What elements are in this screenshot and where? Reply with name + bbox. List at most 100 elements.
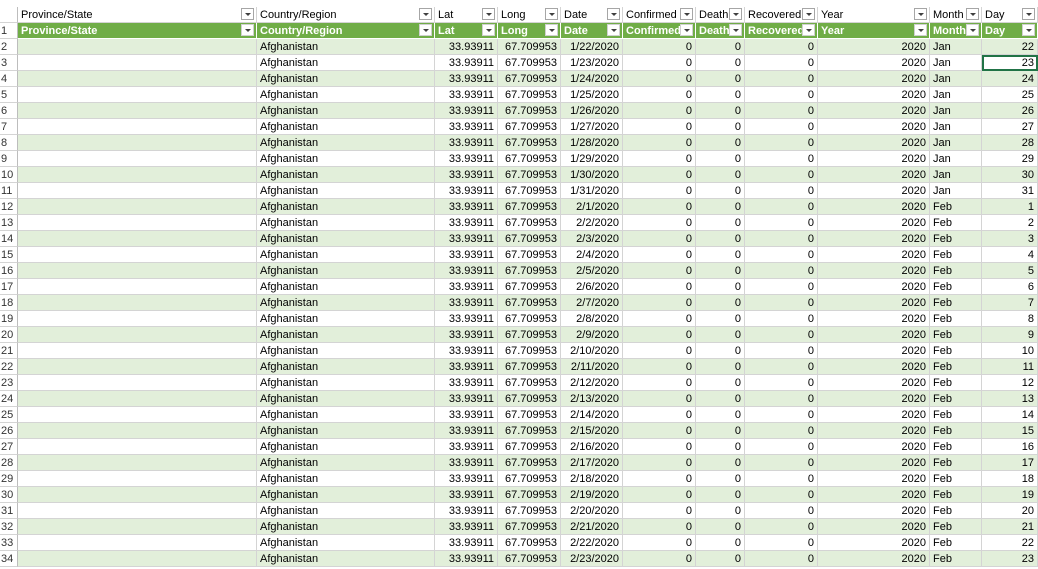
cell-recovered[interactable]: 0 — [745, 103, 818, 119]
filter-header-recovered[interactable]: Recovered — [745, 7, 818, 23]
cell-confirmed[interactable]: 0 — [623, 119, 696, 135]
cell-province[interactable] — [18, 439, 257, 455]
cell-day[interactable]: 6 — [982, 279, 1038, 295]
cell-month[interactable]: Feb — [930, 215, 982, 231]
cell-day[interactable]: 2 — [982, 215, 1038, 231]
cell-confirmed[interactable]: 0 — [623, 327, 696, 343]
cell-recovered[interactable]: 0 — [745, 487, 818, 503]
cell-recovered[interactable]: 0 — [745, 135, 818, 151]
row-number[interactable]: 18 — [0, 295, 18, 311]
cell-death[interactable]: 0 — [696, 151, 745, 167]
row-number[interactable]: 5 — [0, 87, 18, 103]
cell-day[interactable]: 26 — [982, 103, 1038, 119]
cell-date[interactable]: 1/28/2020 — [561, 135, 623, 151]
cell-lat[interactable]: 33.93911 — [435, 167, 498, 183]
row-number[interactable]: 30 — [0, 487, 18, 503]
cell-lat[interactable]: 33.93911 — [435, 295, 498, 311]
cell-month[interactable]: Feb — [930, 343, 982, 359]
cell-death[interactable]: 0 — [696, 119, 745, 135]
cell-month[interactable]: Feb — [930, 279, 982, 295]
cell-recovered[interactable]: 0 — [745, 151, 818, 167]
cell-year[interactable]: 2020 — [818, 407, 930, 423]
row-number[interactable]: 26 — [0, 423, 18, 439]
cell-province[interactable] — [18, 71, 257, 87]
cell-province[interactable] — [18, 279, 257, 295]
cell-long[interactable]: 67.709953 — [498, 119, 561, 135]
row-number[interactable]: 32 — [0, 519, 18, 535]
cell-confirmed[interactable]: 0 — [623, 311, 696, 327]
cell-year[interactable]: 2020 — [818, 487, 930, 503]
cell-province[interactable] — [18, 87, 257, 103]
cell-country[interactable]: Afghanistan — [257, 391, 435, 407]
cell-recovered[interactable]: 0 — [745, 359, 818, 375]
cell-death[interactable]: 0 — [696, 263, 745, 279]
cell-year[interactable]: 2020 — [818, 119, 930, 135]
cell-country[interactable]: Afghanistan — [257, 231, 435, 247]
cell-date[interactable]: 2/6/2020 — [561, 279, 623, 295]
cell-day[interactable]: 30 — [982, 167, 1038, 183]
cell-date[interactable]: 2/16/2020 — [561, 439, 623, 455]
cell-day[interactable]: 23 — [982, 55, 1038, 71]
cell-death[interactable]: 0 — [696, 167, 745, 183]
filter-dropdown-icon[interactable] — [607, 8, 620, 20]
cell-month[interactable]: Feb — [930, 535, 982, 551]
cell-country[interactable]: Afghanistan — [257, 279, 435, 295]
cell-date[interactable]: 2/15/2020 — [561, 423, 623, 439]
cell-lat[interactable]: 33.93911 — [435, 311, 498, 327]
cell-confirmed[interactable]: 0 — [623, 199, 696, 215]
cell-province[interactable] — [18, 215, 257, 231]
filter-dropdown-icon[interactable] — [802, 24, 815, 36]
filter-dropdown-icon[interactable] — [419, 8, 432, 20]
cell-confirmed[interactable]: 0 — [623, 535, 696, 551]
cell-province[interactable] — [18, 55, 257, 71]
cell-long[interactable]: 67.709953 — [498, 55, 561, 71]
row-number[interactable]: 25 — [0, 407, 18, 423]
cell-lat[interactable]: 33.93911 — [435, 135, 498, 151]
cell-province[interactable] — [18, 471, 257, 487]
cell-death[interactable]: 0 — [696, 487, 745, 503]
cell-death[interactable]: 0 — [696, 455, 745, 471]
filter-dropdown-icon[interactable] — [914, 8, 927, 20]
row-number[interactable]: 14 — [0, 231, 18, 247]
cell-death[interactable]: 0 — [696, 247, 745, 263]
table-header-date[interactable]: Date — [561, 23, 623, 39]
cell-recovered[interactable]: 0 — [745, 231, 818, 247]
cell-year[interactable]: 2020 — [818, 135, 930, 151]
cell-country[interactable]: Afghanistan — [257, 103, 435, 119]
cell-confirmed[interactable]: 0 — [623, 439, 696, 455]
cell-lat[interactable]: 33.93911 — [435, 343, 498, 359]
cell-year[interactable]: 2020 — [818, 375, 930, 391]
cell-date[interactable]: 2/13/2020 — [561, 391, 623, 407]
filter-dropdown-icon[interactable] — [482, 24, 495, 36]
cell-year[interactable]: 2020 — [818, 471, 930, 487]
cell-country[interactable]: Afghanistan — [257, 487, 435, 503]
cell-death[interactable]: 0 — [696, 311, 745, 327]
cell-confirmed[interactable]: 0 — [623, 279, 696, 295]
cell-year[interactable]: 2020 — [818, 519, 930, 535]
cell-month[interactable]: Feb — [930, 295, 982, 311]
cell-lat[interactable]: 33.93911 — [435, 407, 498, 423]
cell-long[interactable]: 67.709953 — [498, 487, 561, 503]
row-number[interactable]: 13 — [0, 215, 18, 231]
cell-date[interactable]: 1/30/2020 — [561, 167, 623, 183]
cell-province[interactable] — [18, 375, 257, 391]
cell-lat[interactable]: 33.93911 — [435, 55, 498, 71]
cell-long[interactable]: 67.709953 — [498, 295, 561, 311]
cell-date[interactable]: 2/1/2020 — [561, 199, 623, 215]
cell-death[interactable]: 0 — [696, 343, 745, 359]
filter-dropdown-icon[interactable] — [1022, 24, 1035, 36]
cell-long[interactable]: 67.709953 — [498, 279, 561, 295]
cell-death[interactable]: 0 — [696, 103, 745, 119]
cell-date[interactable]: 1/25/2020 — [561, 87, 623, 103]
cell-province[interactable] — [18, 455, 257, 471]
cell-recovered[interactable]: 0 — [745, 55, 818, 71]
cell-date[interactable]: 2/7/2020 — [561, 295, 623, 311]
cell-long[interactable]: 67.709953 — [498, 151, 561, 167]
cell-recovered[interactable]: 0 — [745, 407, 818, 423]
cell-month[interactable]: Feb — [930, 359, 982, 375]
cell-country[interactable]: Afghanistan — [257, 327, 435, 343]
cell-province[interactable] — [18, 535, 257, 551]
cell-country[interactable]: Afghanistan — [257, 343, 435, 359]
cell-month[interactable]: Feb — [930, 551, 982, 567]
cell-country[interactable]: Afghanistan — [257, 167, 435, 183]
